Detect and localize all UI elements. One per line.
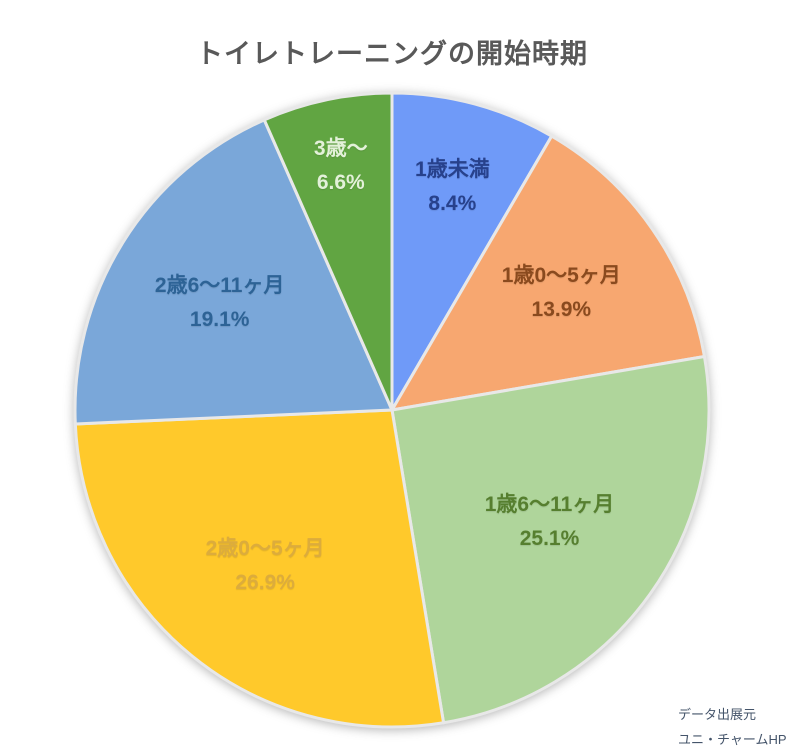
pie-slice-5 (262, 91, 394, 412)
pie-slice-group (73, 91, 711, 729)
pie-slice-0 (390, 91, 554, 412)
data-source-note: データ出展元 ユニ・チャームHP (678, 702, 787, 751)
data-source-line1: データ出展元 (678, 707, 757, 722)
chart-title: トイレトレーニングの開始時期 (196, 39, 588, 69)
pie-slice-1 (390, 134, 706, 412)
pie-slice-2 (390, 354, 711, 725)
pie-slice-3 (73, 408, 446, 729)
data-source-line2: ユニ・チャームHP (678, 732, 787, 747)
pie-slice-4 (73, 118, 394, 426)
